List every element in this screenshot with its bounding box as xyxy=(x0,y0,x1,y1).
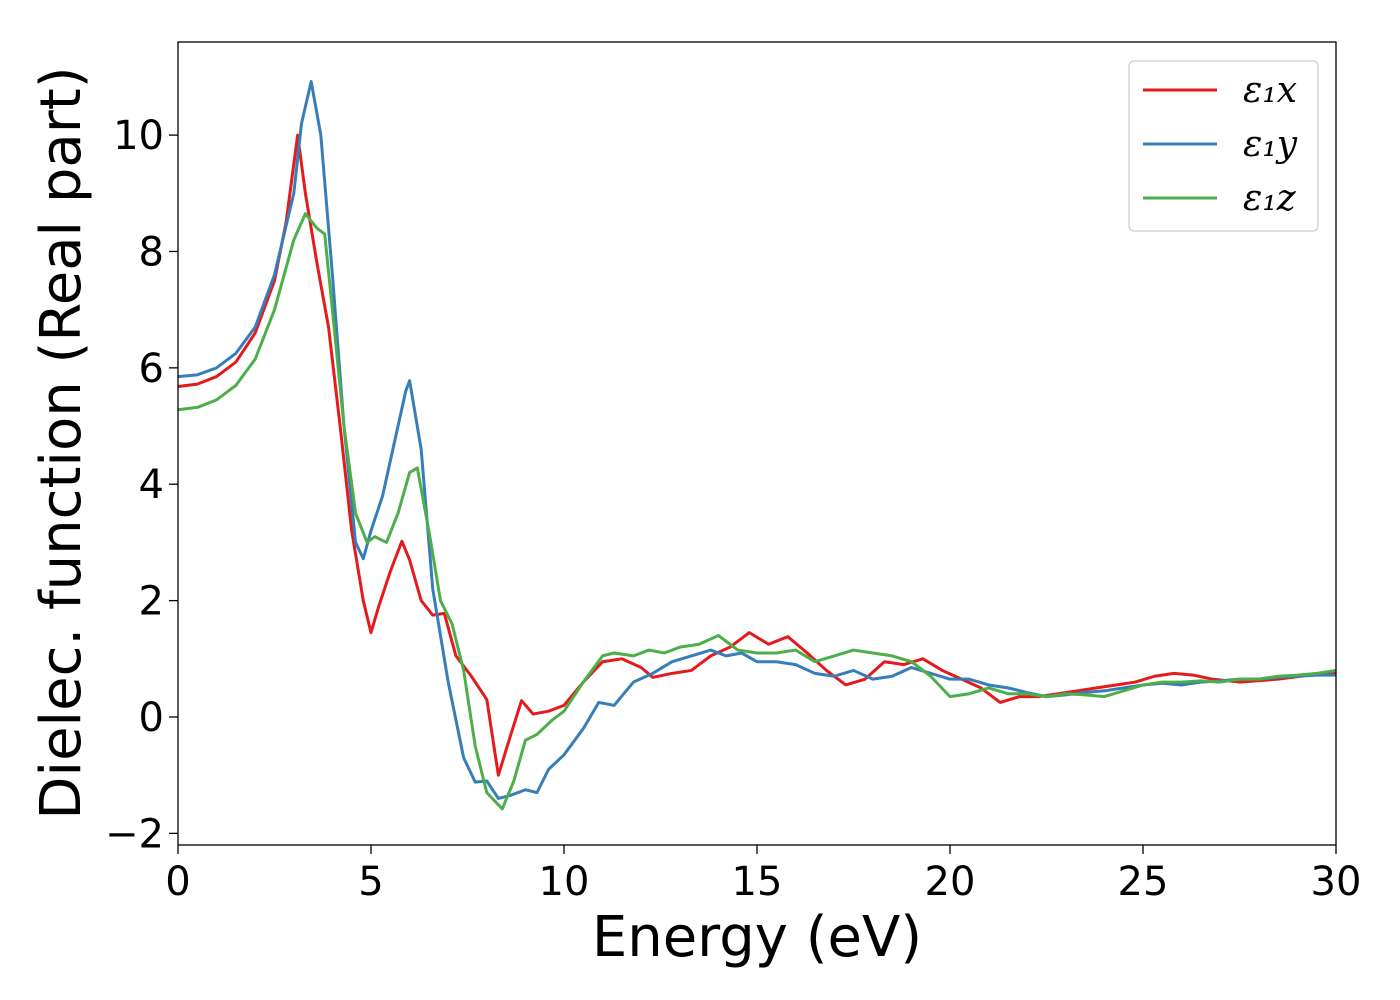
y-tick-label: 6 xyxy=(139,346,164,392)
y-tick-label: −2 xyxy=(105,811,164,857)
x-axis: 0 5 10 15 20 25 30 xyxy=(165,845,1361,905)
x-tick-label: 0 xyxy=(165,859,190,905)
legend-label-3: ε₁z xyxy=(1243,178,1297,219)
x-tick-label: 15 xyxy=(732,859,783,905)
series-line-3 xyxy=(177,212,1337,811)
x-tick-label: 5 xyxy=(358,859,383,905)
series-line-2 xyxy=(177,80,1336,800)
legend-label-1: ε₁x xyxy=(1243,70,1297,111)
x-tick-label: 10 xyxy=(539,859,590,905)
y-axis-title: Dielec. function (Real part) xyxy=(29,66,94,819)
x-axis-title: Energy (eV) xyxy=(592,905,922,970)
y-tick-label: 2 xyxy=(139,579,164,625)
x-tick-label: 25 xyxy=(1118,859,1169,905)
y-axis: −2 0 2 4 6 8 10 xyxy=(105,113,178,857)
legend-box xyxy=(1128,60,1319,232)
y-tick-label: 8 xyxy=(139,229,164,275)
series-layer xyxy=(177,80,1337,811)
x-tick-label: 20 xyxy=(925,859,976,905)
series-line-1 xyxy=(177,133,1337,777)
y-tick-label: 10 xyxy=(113,113,164,159)
legend-label-2: ε₁y xyxy=(1243,124,1298,165)
legend: ε₁x ε₁y ε₁z xyxy=(1128,60,1319,232)
x-tick-label: 30 xyxy=(1311,859,1362,905)
y-tick-label: 4 xyxy=(139,462,164,508)
y-tick-label: 0 xyxy=(139,695,164,741)
